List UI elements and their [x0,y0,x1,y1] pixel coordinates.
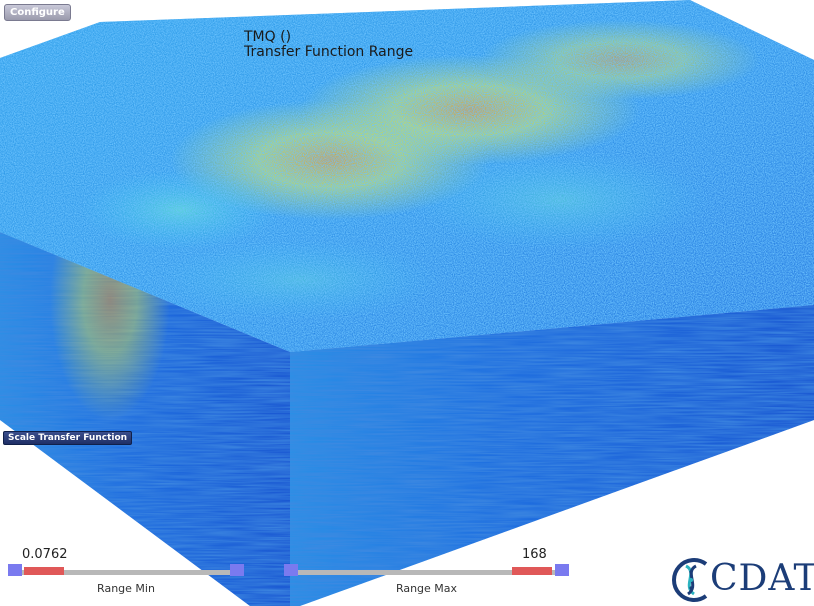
plot-title: TMQ () Transfer Function Range [244,30,413,60]
range-min-value: 0.0762 [22,547,68,562]
range-max-slider[interactable]: 168 Range Max [284,547,569,595]
volume-top-face [0,0,814,352]
transfer-function-range-label: Transfer Function Range [244,44,414,60]
range-max-thumb[interactable] [512,567,552,575]
range-max-right-cap [555,564,569,576]
range-min-right-cap [230,564,244,576]
range-max-value: 168 [522,547,547,562]
range-min-slider[interactable]: 0.0762 Range Min [8,547,244,595]
range-min-thumb[interactable] [24,567,64,575]
cdat-logo-mark [672,558,708,602]
range-min-track[interactable] [8,570,244,575]
range-max-left-cap [284,564,298,576]
cdat-logo: CDAT [672,556,814,604]
variable-name: TMQ () [244,29,292,45]
range-max-track[interactable] [284,570,569,575]
range-min-left-cap [8,564,22,576]
range-max-label: Range Max [395,582,458,595]
configure-button[interactable]: Configure [4,4,71,21]
range-min-label: Range Min [97,582,155,595]
cdat-logo-text: CDAT [710,558,814,599]
scale-transfer-function-button[interactable]: Scale Transfer Function [3,431,133,445]
